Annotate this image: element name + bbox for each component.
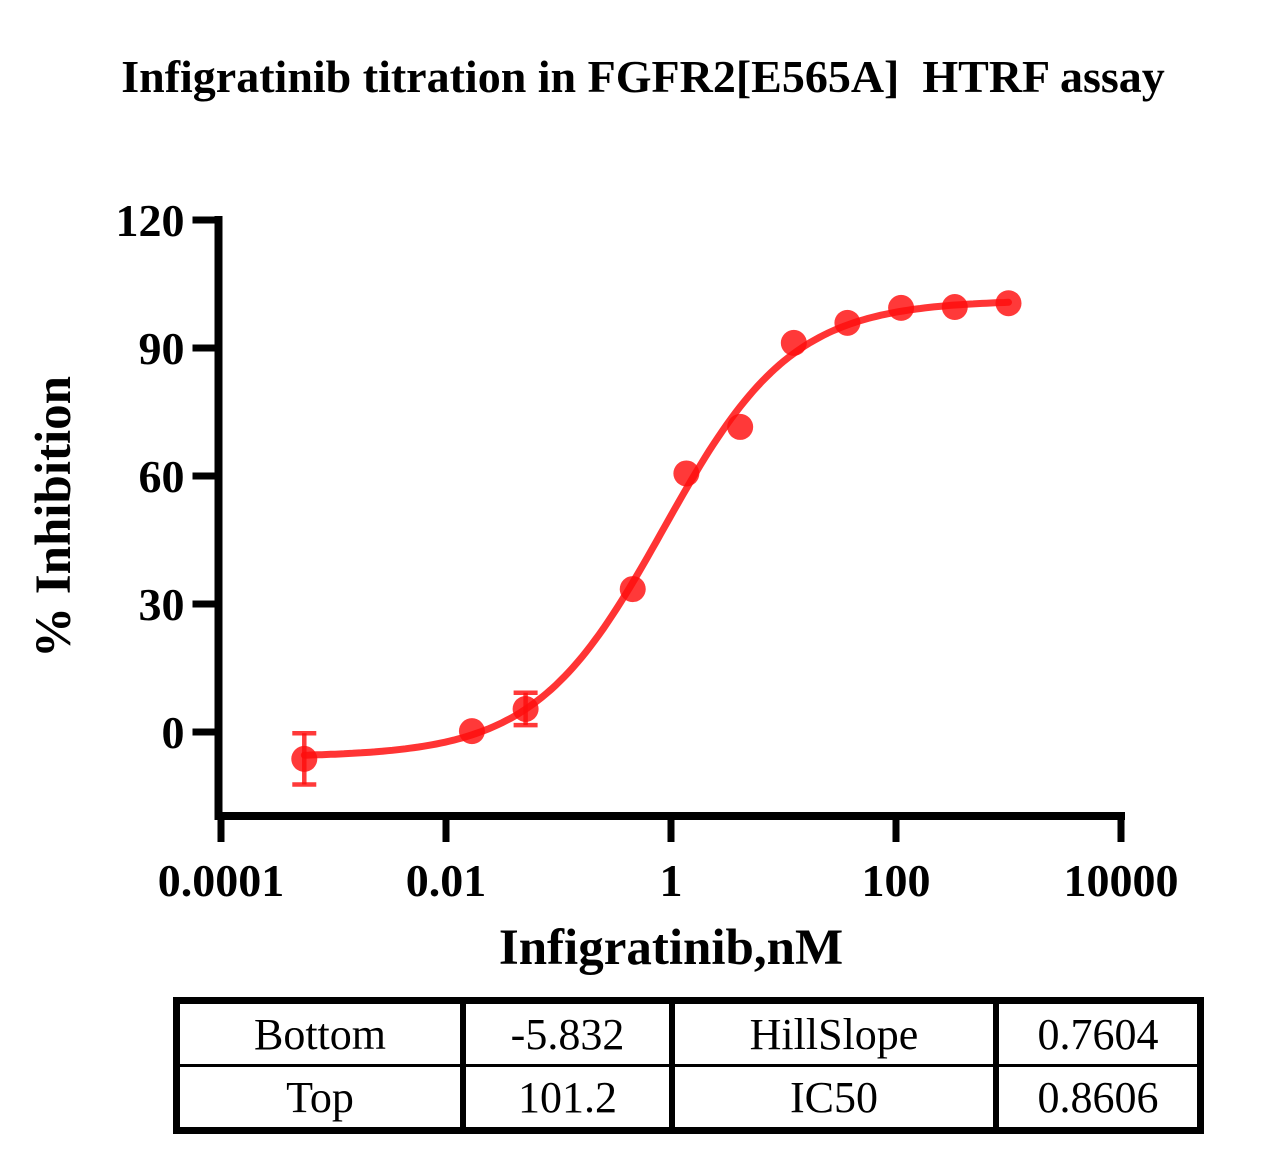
x-tick-label: 10000 — [1064, 855, 1179, 906]
axes: 0 30 60 90 120 0.0001 0.01 1 100 10000 — [116, 195, 1179, 906]
data-point-marker — [727, 413, 754, 440]
data-point-marker — [941, 294, 968, 321]
param-name-cell: Bottom — [173, 999, 466, 1067]
fit-curve — [300, 298, 1012, 759]
data-point-marker — [780, 329, 807, 356]
data-point-marker — [673, 460, 700, 487]
x-axis-title: Infigratinib,nM — [499, 920, 843, 976]
table-row: Bottom -5.832 HillSlope 0.7604 — [173, 999, 1204, 1067]
x-tick-label: 1 — [660, 855, 683, 906]
table-row: Top 101.2 IC50 0.8606 — [173, 1064, 1204, 1132]
y-tick-label: 0 — [162, 707, 185, 758]
data-point-marker — [512, 695, 539, 722]
param-value-cell: -5.832 — [460, 999, 675, 1067]
param-value-cell: 0.7604 — [993, 999, 1204, 1067]
y-tick-label: 30 — [139, 579, 185, 630]
data-point-marker — [619, 576, 646, 603]
param-name-cell: IC50 — [669, 1064, 999, 1132]
param-value-cell: 101.2 — [460, 1064, 675, 1132]
x-tick-label: 0.01 — [406, 855, 487, 906]
error-bars — [292, 690, 538, 787]
y-tick-label: 90 — [139, 323, 185, 374]
data-point-marker — [291, 745, 318, 772]
data-point-marker — [834, 309, 861, 336]
dose-response-curve — [300, 298, 1012, 759]
x-tick-label: 100 — [862, 855, 931, 906]
chart-title: Infigratinib titration in FGFR2[E565A] H… — [121, 51, 1165, 102]
data-point-marker — [888, 294, 915, 321]
x-tick-label: 0.0001 — [158, 855, 285, 906]
fit-parameters-table: Bottom -5.832 HillSlope 0.7604 Top 101.2… — [173, 997, 1204, 1134]
y-tick-label: 120 — [116, 195, 185, 246]
y-tick-label: 60 — [139, 451, 185, 502]
y-axis-title: % Inhibition — [26, 376, 82, 658]
data-point-marker — [995, 290, 1022, 317]
data-points — [291, 290, 1022, 772]
param-value-cell: 0.8606 — [993, 1064, 1204, 1132]
data-point-marker — [458, 718, 485, 745]
param-name-cell: Top — [173, 1064, 466, 1132]
param-name-cell: HillSlope — [669, 999, 999, 1067]
